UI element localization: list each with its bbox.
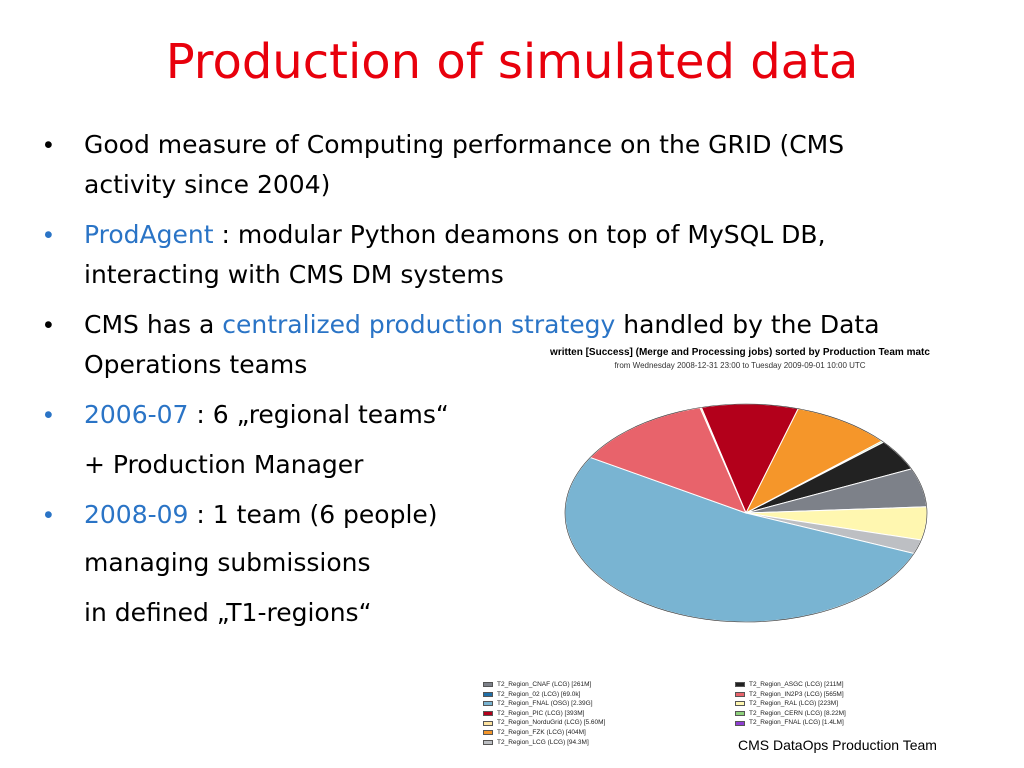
legend-label: T2_Region_FNAL (LCG) [1.4LM] <box>749 719 844 727</box>
bullet-line: managing submissions <box>84 543 371 583</box>
credit-text: CMS DataOps Production Team <box>738 737 937 753</box>
legend-item: T2_Region_FNAL (OSG) [2.39G] <box>483 699 605 709</box>
legend-label: T2_Region_NorduGrid (LCG) [5.60M] <box>497 719 606 727</box>
legend-item: T2_Region_LCG (LCG) [94.3M] <box>483 738 605 748</box>
legend-label: T2_Region_LCG (LCG) [94.3M] <box>497 738 589 746</box>
legend-item: T2_Region_RAL (LCG) [223M] <box>735 699 846 709</box>
legend-swatch <box>735 720 745 726</box>
legend-item: T2_Region_IN2P3 (LCG) [565M] <box>735 690 846 700</box>
bullet-line: 2008-09 : 1 team (6 people) <box>84 495 438 535</box>
bullet-text: : 6 „regional teams“ <box>188 400 449 429</box>
bullet-line: Good measure of Computing performance on… <box>84 125 844 165</box>
legend-right-column: T2_Region_ASGC (LCG) [211M] T2_Region_IN2… <box>735 680 846 728</box>
slide-title: Production of simulated data <box>165 34 859 90</box>
legend-swatch <box>735 711 745 717</box>
bullet-line: + Production Manager <box>84 445 363 485</box>
legend-item: T2_Region_ASGC (LCG) [211M] <box>735 680 846 690</box>
highlight-text: ProdAgent <box>84 220 214 249</box>
legend-item: T2_Region_NorduGrid (LCG) [5.60M] <box>483 718 605 728</box>
legend-label: T2_Region_FZK (LCG) [404M] <box>497 728 586 736</box>
bullet-line: 2006-07 : 6 „regional teams“ <box>84 395 449 435</box>
bullet-text: interacting with CMS DM systems <box>84 260 504 289</box>
legend-item: T2_Region_CNAF (LCG) [261M] <box>483 680 605 690</box>
legend-left-column: T2_Region_CNAF (LCG) [261M] T2_Region_02 … <box>483 680 605 747</box>
pie-chart <box>564 403 928 623</box>
bullet-line: ProdAgent : modular Python deamons on to… <box>84 215 826 255</box>
legend-item: T2_Region_PIC (LCG) [393M] <box>483 709 605 719</box>
bullet-text: Good measure of Computing performance on… <box>84 130 845 159</box>
legend-label: T2_Region_ASGC (LCG) [211M] <box>749 681 844 688</box>
pie-outline <box>564 403 928 623</box>
legend-swatch <box>483 739 493 745</box>
legend-label: T2_Region_CERN (LCG) [8.22M] <box>749 709 846 717</box>
highlight-text: 2008-09 <box>84 500 189 529</box>
bullet-marker: • <box>44 221 53 249</box>
bullet-line: interacting with CMS DM systems <box>84 255 504 295</box>
legend-swatch <box>735 701 745 707</box>
bullet-marker: • <box>44 501 53 529</box>
legend-swatch <box>735 682 745 688</box>
chart-subtitle: from Wednesday 2008-12-31 23:00 to Tuesd… <box>614 361 866 370</box>
legend-label: T2_Region_02 (LCG) [69.0k] <box>497 690 581 698</box>
highlight-text: 2006-07 <box>84 400 189 429</box>
legend-swatch <box>483 711 493 717</box>
legend-label: T2_Region_CNAF (LCG) [261M] <box>497 681 592 688</box>
highlight-text: centralized production strategy <box>222 310 616 339</box>
legend-swatch <box>483 720 493 726</box>
legend-item: T2_Region_FZK (LCG) [404M] <box>483 728 605 738</box>
legend-label: T2_Region_PIC (LCG) [393M] <box>497 709 585 717</box>
legend-label: T2_Region_FNAL (OSG) [2.39G] <box>497 700 593 708</box>
bullet-text: activity since 2004) <box>84 170 331 199</box>
bullet-line: activity since 2004) <box>84 165 330 205</box>
bullet-marker: • <box>44 311 53 339</box>
legend-item: T2_Region_CERN (LCG) [8.22M] <box>735 709 846 719</box>
legend-swatch <box>483 730 493 736</box>
bullet-text: handled by the Data <box>615 310 880 339</box>
legend-swatch <box>483 701 493 707</box>
chart-title: written [Success] (Merge and Processing … <box>550 347 930 358</box>
bullet-text: Operations teams <box>84 350 308 379</box>
bullet-text: in defined „T1-regions“ <box>84 598 372 627</box>
bullet-marker: • <box>44 131 53 159</box>
bullet-line: CMS has a centralized production strateg… <box>84 305 880 345</box>
bullet-line: Operations teams <box>84 345 307 385</box>
bullet-text: + Production Manager <box>84 450 364 479</box>
legend-item: T2_Region_FNAL (LCG) [1.4LM] <box>735 718 846 728</box>
legend-label: T2_Region_RAL (LCG) [223M] <box>749 700 838 708</box>
bullet-text: managing submissions <box>84 548 371 577</box>
legend-swatch <box>483 682 493 688</box>
bullet-text: : modular Python deamons on top of MySQL… <box>213 220 826 249</box>
bullet-line: in defined „T1-regions“ <box>84 593 372 633</box>
bullet-marker: • <box>44 401 53 429</box>
legend-item: T2_Region_02 (LCG) [69.0k] <box>483 690 605 700</box>
bullet-text: : 1 team (6 people) <box>188 500 438 529</box>
bullet-text: CMS has a <box>84 310 223 339</box>
legend-swatch <box>483 691 493 697</box>
legend-swatch <box>735 691 745 697</box>
legend-label: T2_Region_IN2P3 (LCG) [565M] <box>749 690 844 698</box>
